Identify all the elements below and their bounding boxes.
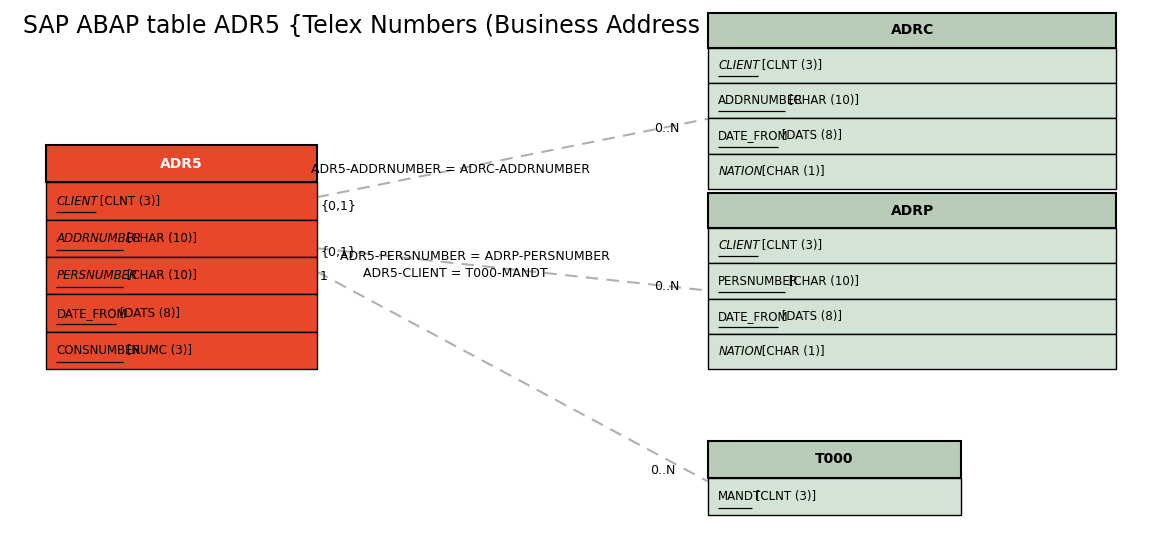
Text: [CHAR (10)]: [CHAR (10)] [123,232,197,245]
Text: [DATS (8)]: [DATS (8)] [116,307,181,320]
Text: CLIENT: CLIENT [718,239,760,252]
Text: ADRP: ADRP [891,204,933,218]
Bar [46,220,317,257]
Text: CLIENT: CLIENT [56,194,98,207]
Bar [708,12,1116,48]
Text: PERSNUMBER: PERSNUMBER [718,275,799,288]
Text: [CHAR (10)]: [CHAR (10)] [123,269,197,282]
Text: {0,1}: {0,1} [320,199,356,212]
Bar [708,83,1116,118]
Bar [708,193,1116,228]
Text: ADR5: ADR5 [160,157,203,171]
Text: 0..N: 0..N [650,464,676,477]
Text: 0..N: 0..N [654,280,679,293]
Text: [CLNT (3)]: [CLNT (3)] [97,194,161,207]
Text: [CHAR (10)]: [CHAR (10)] [785,94,859,108]
Text: ADR5-CLIENT = T000-MANDT: ADR5-CLIENT = T000-MANDT [363,267,547,280]
Text: ADDRNUMBER: ADDRNUMBER [56,232,142,245]
Text: [DATS (8)]: [DATS (8)] [778,129,843,142]
Text: ADDRNUMBER: ADDRNUMBER [718,94,803,108]
Text: CLIENT: CLIENT [718,59,760,72]
Bar [708,228,1116,263]
Bar [708,478,961,515]
Text: DATE_FROM: DATE_FROM [56,307,127,320]
Text: SAP ABAP table ADR5 {Telex Numbers (Business Address Services)}: SAP ABAP table ADR5 {Telex Numbers (Busi… [23,14,831,37]
Text: [CHAR (10)]: [CHAR (10)] [785,275,859,288]
Bar [46,294,317,332]
Text: 0..N: 0..N [654,122,679,135]
Bar [46,145,317,182]
Text: [DATS (8)]: [DATS (8)] [778,310,843,323]
Bar [46,332,317,369]
Text: PERSNUMBER: PERSNUMBER [56,269,137,282]
Text: [CHAR (1)]: [CHAR (1)] [759,165,825,178]
Bar [708,118,1116,154]
Text: ADR5-ADDRNUMBER = ADRC-ADDRNUMBER: ADR5-ADDRNUMBER = ADRC-ADDRNUMBER [311,163,589,176]
Bar [708,154,1116,189]
Text: T000: T000 [815,452,854,466]
Text: MANDT: MANDT [718,490,762,503]
Text: DATE_FROM: DATE_FROM [718,129,788,142]
Text: [CLNT (3)]: [CLNT (3)] [752,490,816,503]
Bar [708,441,961,478]
Text: NATION: NATION [718,345,763,358]
Text: ADRC: ADRC [891,23,933,37]
Text: 1: 1 [320,270,328,283]
Bar [708,48,1116,83]
Bar [708,263,1116,299]
Bar [708,299,1116,334]
Text: CONSNUMBER: CONSNUMBER [56,344,142,357]
Text: [CLNT (3)]: [CLNT (3)] [759,59,823,72]
Text: [CHAR (1)]: [CHAR (1)] [759,345,825,358]
Text: NATION: NATION [718,165,763,178]
Text: ADR5-PERSNUMBER = ADRP-PERSNUMBER: ADR5-PERSNUMBER = ADRP-PERSNUMBER [340,250,609,263]
Bar [46,182,317,220]
Text: [CLNT (3)]: [CLNT (3)] [759,239,823,252]
Text: {0,1}: {0,1} [320,245,356,257]
Bar [46,257,317,294]
Text: DATE_FROM: DATE_FROM [718,310,788,323]
Text: [NUMC (3)]: [NUMC (3)] [123,344,192,357]
Bar [708,334,1116,369]
